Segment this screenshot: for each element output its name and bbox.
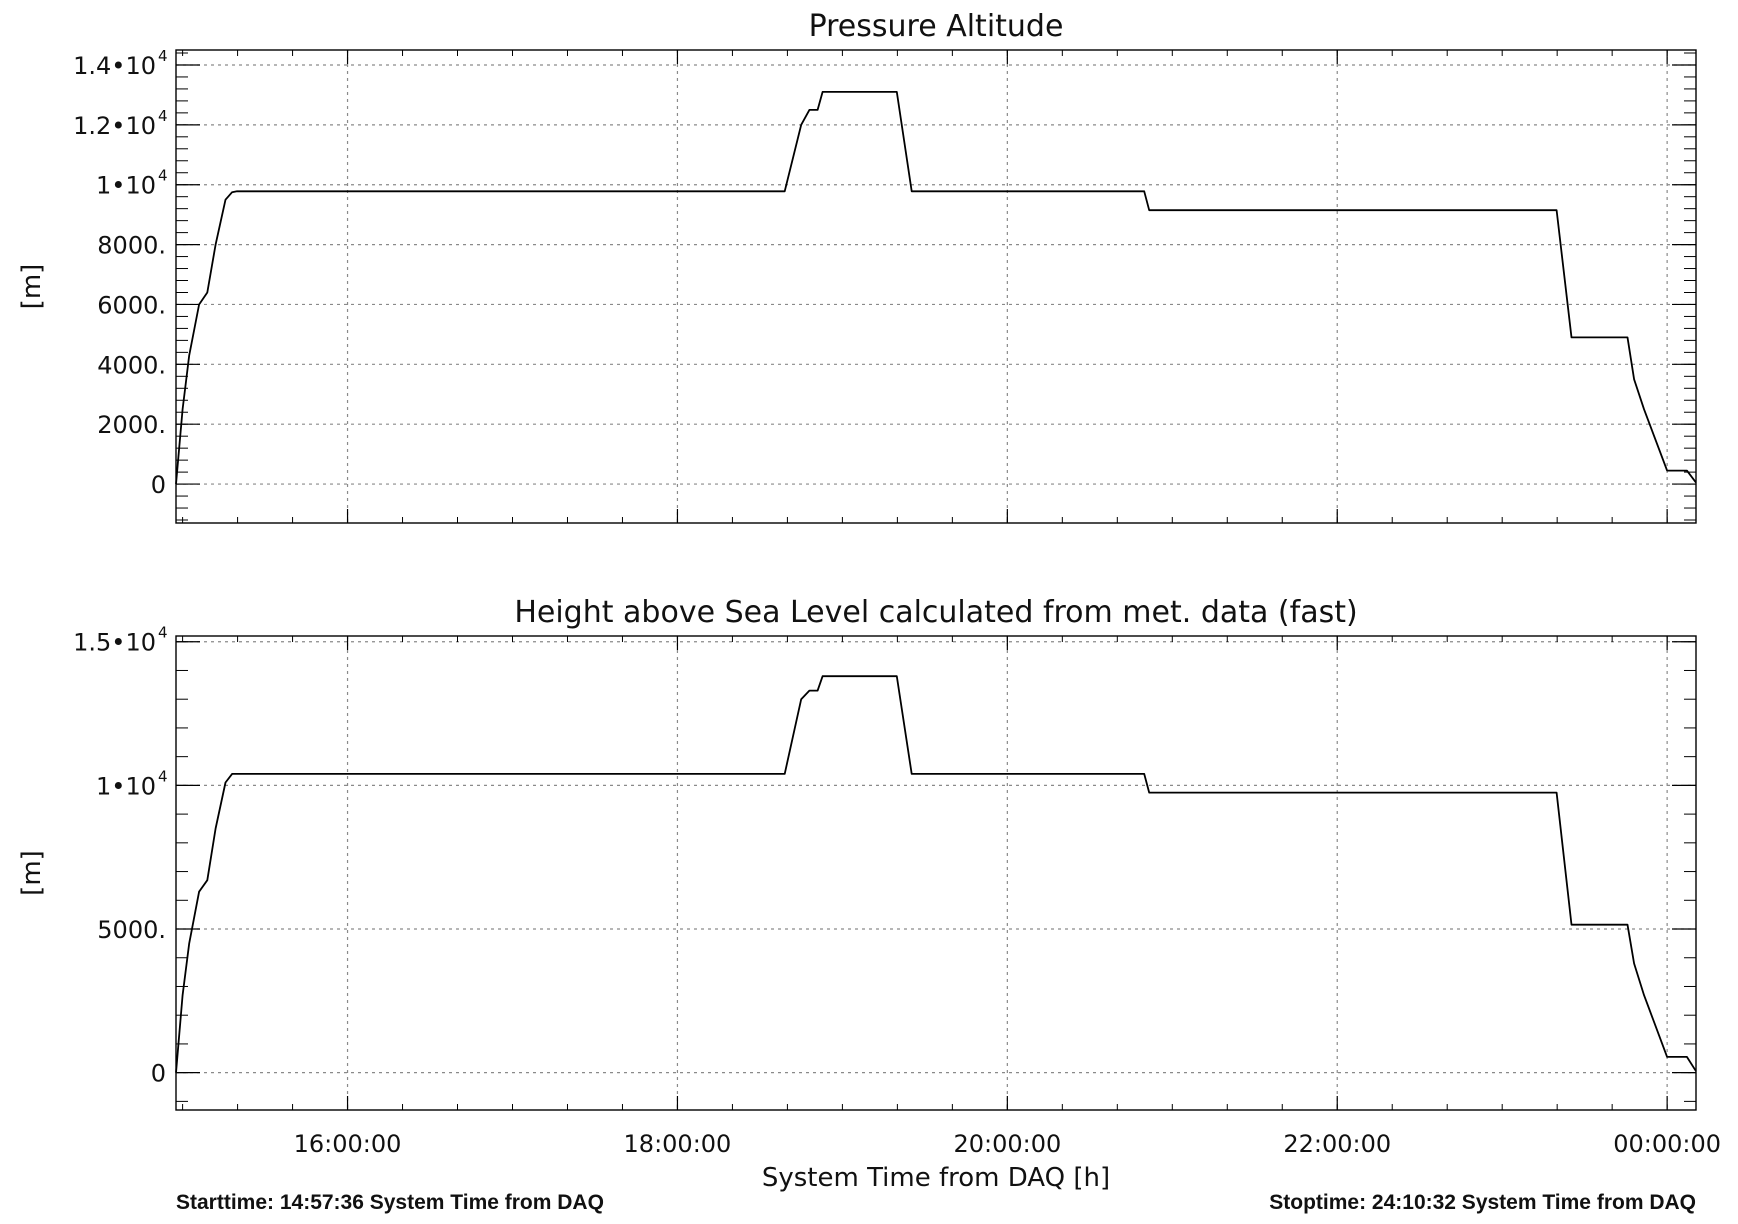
y-tick-label: 2000. [97, 411, 166, 439]
chart-title: Height above Sea Level calculated from m… [514, 595, 1357, 630]
chart-title: Pressure Altitude [809, 9, 1064, 44]
y-tick-exponent: 4 [158, 47, 168, 65]
y-tick-label: 1•10 [96, 772, 156, 800]
y-tick-exponent: 4 [158, 624, 168, 642]
y-tick-exponent: 4 [158, 167, 168, 185]
x-tick-label: 18:00:00 [624, 1130, 732, 1158]
y-tick-label: 8000. [97, 232, 166, 260]
y-tick-label: 4000. [97, 351, 166, 379]
y-tick-label: 1.4•10 [73, 52, 156, 80]
y-tick-label: 1.2•10 [73, 112, 156, 140]
x-axis-label: System Time from DAQ [h] [762, 1163, 1110, 1193]
y-tick-label: 0 [151, 471, 166, 499]
x-tick-label: 22:00:00 [1283, 1130, 1391, 1158]
start-time-note: Starttime: 14:57:36 System Time from DAQ [176, 1191, 604, 1214]
y-axis-label: [m] [17, 264, 47, 310]
x-tick-label: 16:00:00 [294, 1130, 402, 1158]
y-tick-label: 1.5•10 [73, 629, 156, 657]
series-line [175, 675, 1697, 1073]
x-tick-label: 00:00:00 [1613, 1130, 1721, 1158]
y-tick-label: 5000. [97, 916, 166, 944]
y-tick-label: 6000. [97, 291, 166, 319]
series-line [175, 91, 1697, 485]
y-tick-exponent: 4 [158, 107, 168, 125]
y-axis-label: [m] [17, 850, 47, 896]
y-tick-label: 1•10 [96, 172, 156, 200]
plot-frame [175, 635, 1697, 1111]
plot-frame [175, 49, 1697, 524]
x-tick-label: 20:00:00 [953, 1130, 1061, 1158]
y-tick-label: 0 [151, 1060, 166, 1088]
stop-time-note: Stoptime: 24:10:32 System Time from DAQ [1269, 1191, 1696, 1214]
y-tick-exponent: 4 [158, 767, 168, 785]
